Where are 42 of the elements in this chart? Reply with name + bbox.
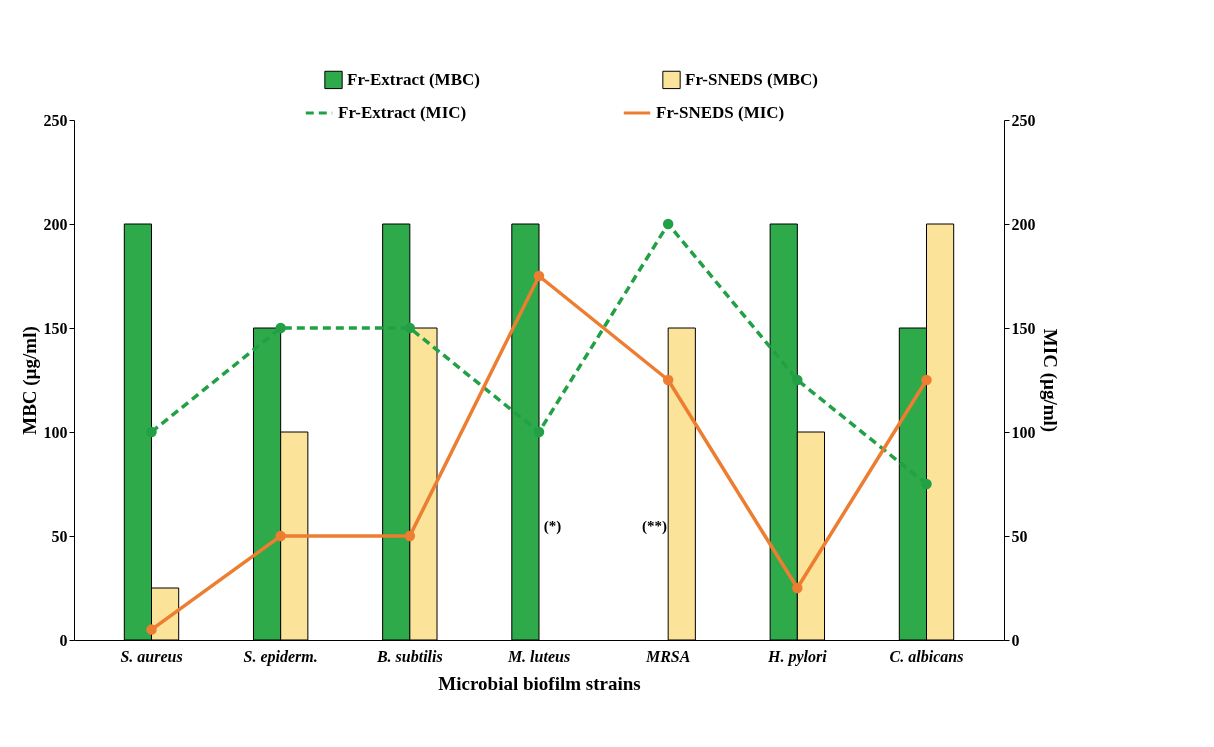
x-tick-label: S. epiderm. bbox=[243, 647, 318, 666]
y-axis-title: MBC (µg/ml) bbox=[18, 326, 41, 435]
legend-label: Fr-SNEDS (MBC) bbox=[685, 69, 818, 89]
point bbox=[146, 624, 157, 635]
point bbox=[792, 582, 803, 594]
point bbox=[404, 322, 416, 334]
annotation: (**) bbox=[642, 517, 668, 535]
point bbox=[921, 478, 932, 490]
point bbox=[792, 374, 803, 386]
y-tick-label: 200 bbox=[43, 215, 68, 233]
y-tick-label: 0 bbox=[59, 631, 68, 649]
x-tick-label: MRSA bbox=[644, 647, 691, 665]
x-tick-label: B. subtilis bbox=[375, 647, 443, 665]
point bbox=[533, 426, 545, 438]
x-tick-label: C. albicans bbox=[889, 647, 964, 665]
y2-tick-label: 250 bbox=[1011, 111, 1036, 129]
y2-axis-title: MIC (µg/ml) bbox=[1038, 328, 1061, 433]
point bbox=[921, 374, 932, 386]
y-tick-label: 100 bbox=[43, 423, 68, 441]
x-tick-label: M. luteus bbox=[506, 647, 571, 665]
point bbox=[275, 322, 286, 334]
point bbox=[275, 530, 286, 542]
annotation: (*) bbox=[543, 517, 562, 535]
x-axis-title: Microbial biofilm strains bbox=[438, 672, 641, 694]
point bbox=[146, 426, 157, 438]
y-tick-label: 150 bbox=[43, 319, 68, 337]
legend-label: Fr-Extract (MBC) bbox=[347, 69, 480, 89]
legend-label: Fr-Extract (MIC) bbox=[338, 103, 467, 122]
point bbox=[662, 218, 674, 230]
y2-tick-label: 200 bbox=[1011, 215, 1036, 233]
y2-tick-label: 150 bbox=[1011, 319, 1036, 337]
y-tick-label: 250 bbox=[43, 111, 68, 129]
x-tick-label: H. pylori bbox=[767, 647, 828, 666]
y2-tick-label: 100 bbox=[1011, 423, 1036, 441]
point bbox=[533, 270, 545, 282]
y2-tick-label: 50 bbox=[1011, 527, 1028, 545]
point bbox=[662, 374, 674, 386]
x-tick-label: S. aureus bbox=[120, 647, 183, 665]
point bbox=[404, 530, 416, 542]
legend-label: Fr-SNEDS (MIC) bbox=[656, 103, 785, 122]
y-tick-label: 50 bbox=[51, 527, 68, 545]
y2-tick-label: 0 bbox=[1011, 631, 1020, 649]
